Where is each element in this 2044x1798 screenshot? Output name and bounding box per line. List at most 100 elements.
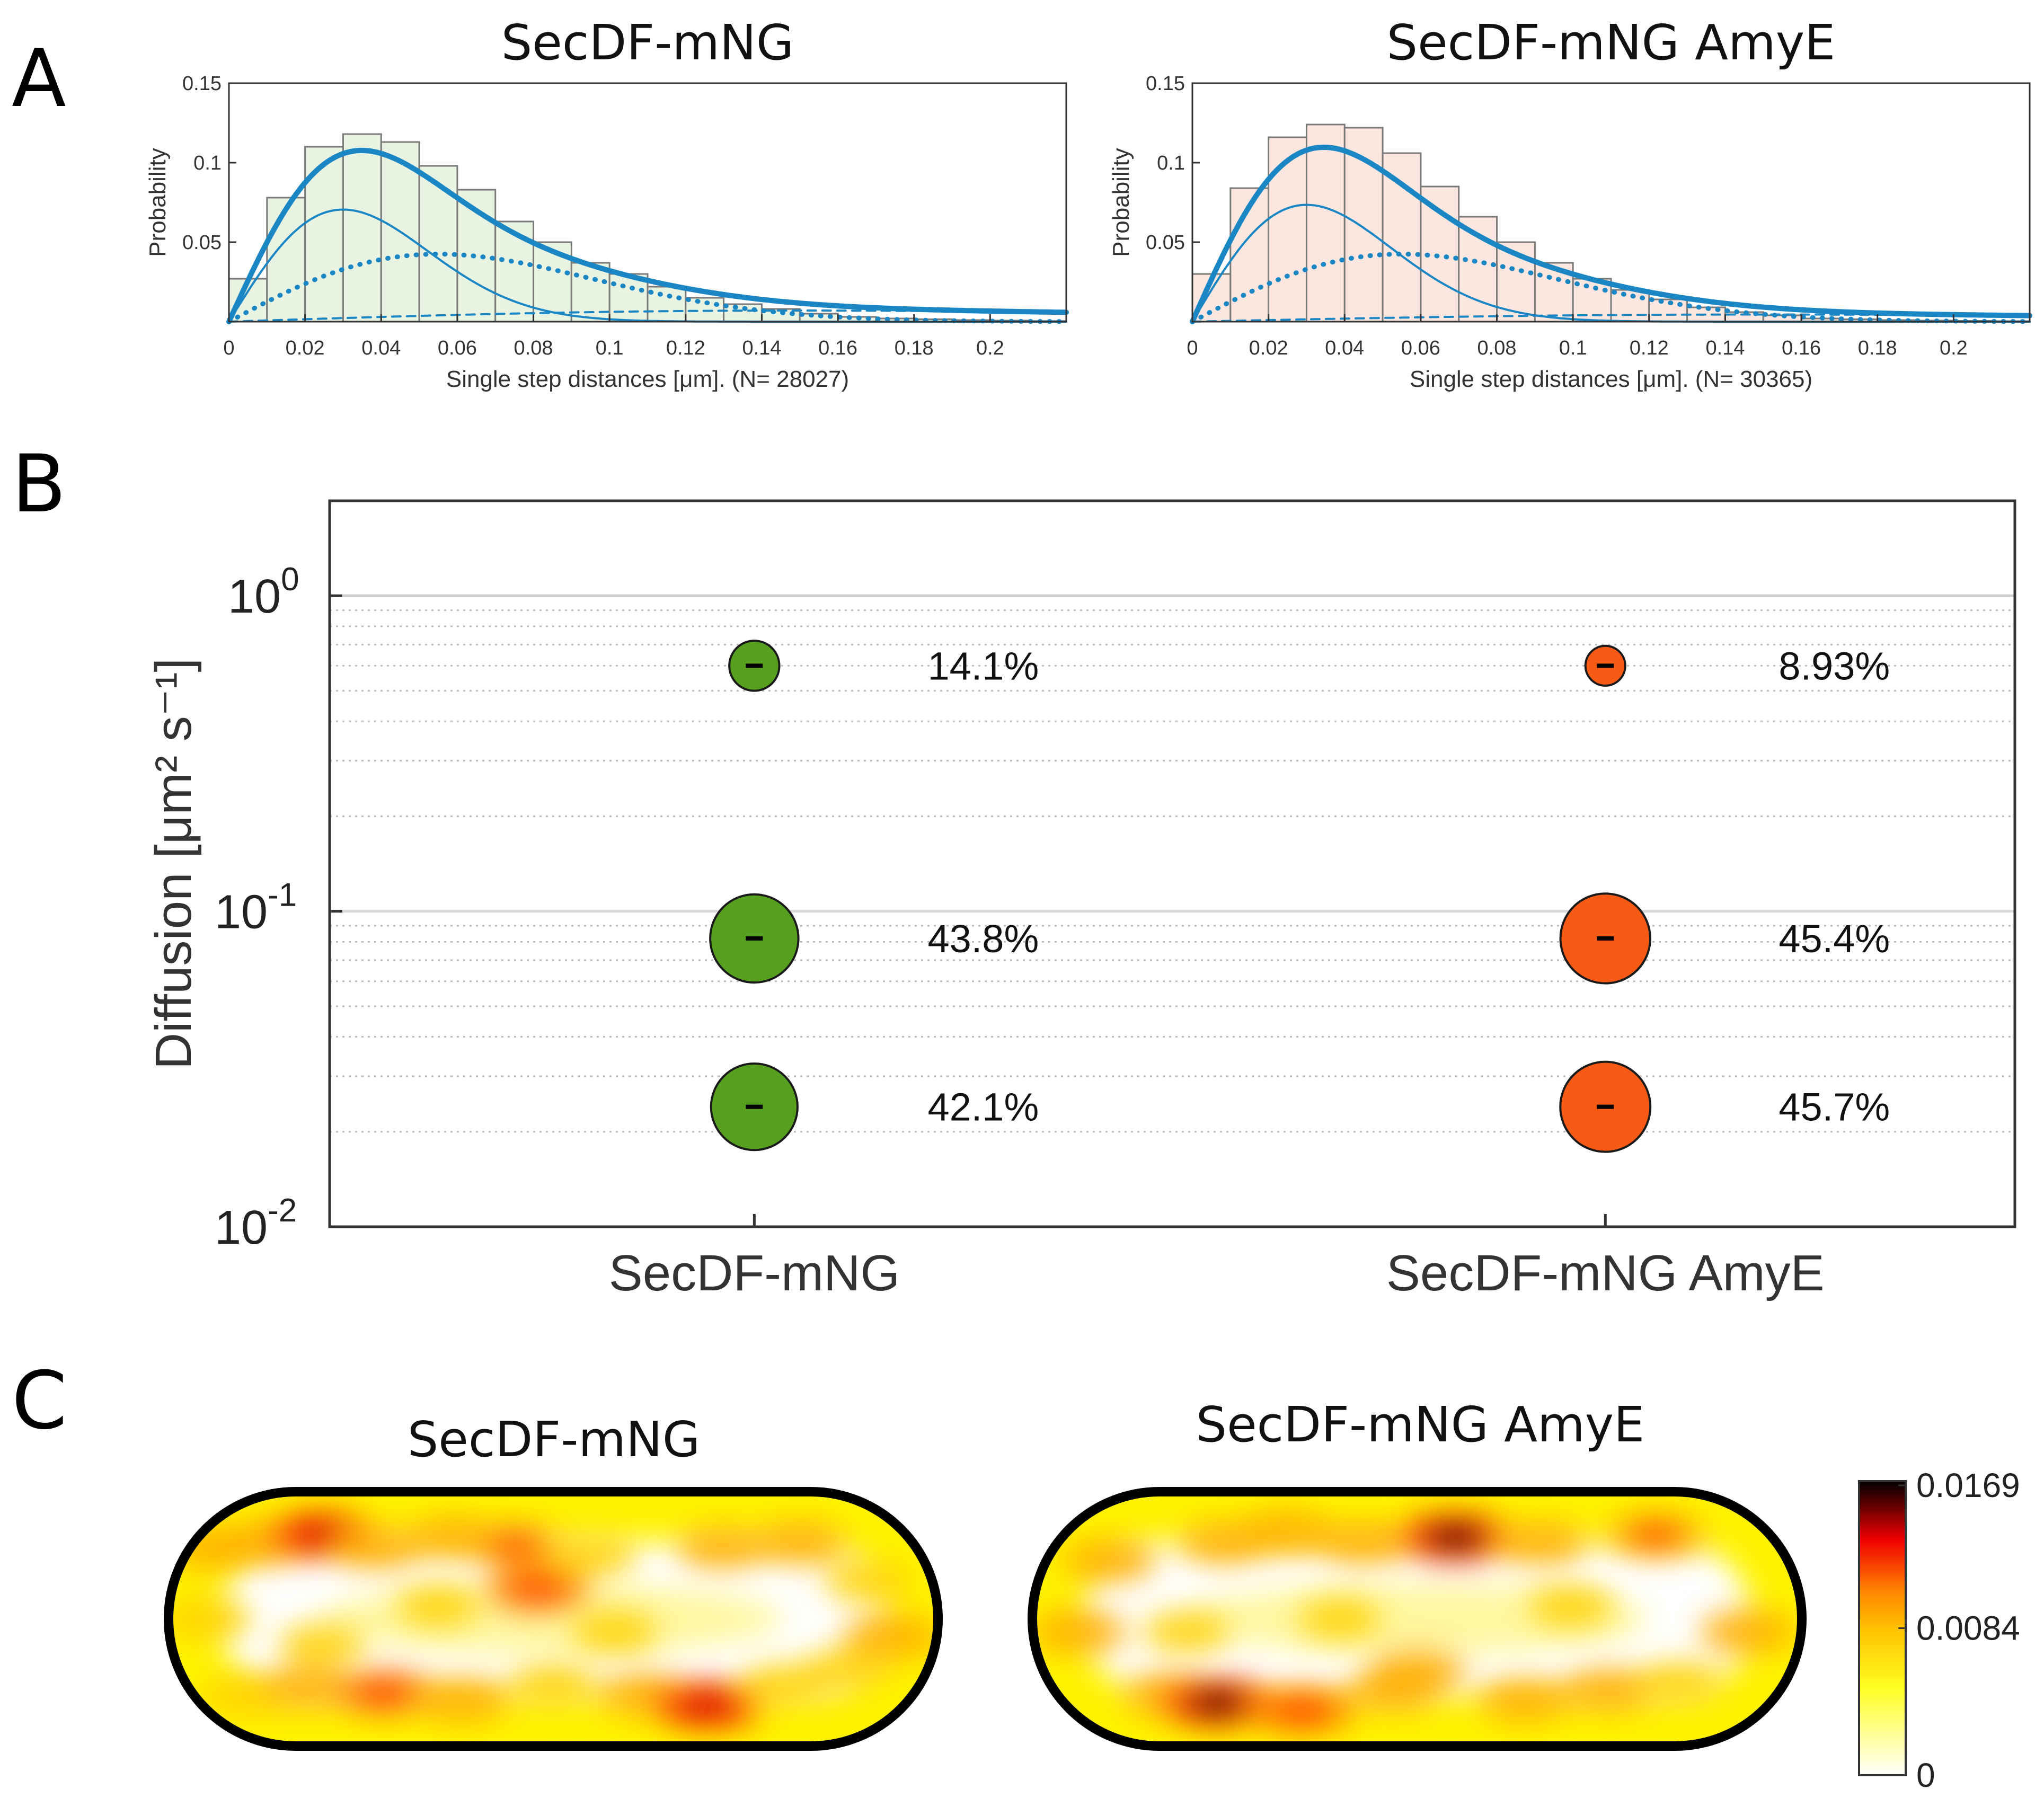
y-tick-label: 100 <box>228 561 299 623</box>
heatmap-hotspot-halo <box>1063 1539 1156 1582</box>
x-tick-label: 0.12 <box>1630 337 1669 359</box>
panel-letter-c: C <box>12 1355 67 1447</box>
cell-outline <box>1028 1487 1807 1751</box>
heatmap-hotspot-core <box>487 1534 543 1557</box>
x-tick-label: 0.06 <box>1401 337 1440 359</box>
x-tick-label: 0.02 <box>286 337 325 359</box>
fraction-label: 42.1% <box>927 1085 1039 1129</box>
x-tick-label: 0.04 <box>361 337 401 359</box>
y-tick-exponent: -1 <box>268 877 297 914</box>
colorbar-label: 0 <box>1916 1756 1935 1794</box>
y-tick-label: 0.15 <box>182 73 222 95</box>
heatmap-hotspot-halo <box>412 1678 510 1723</box>
heatmap-hotspot-halo <box>1493 1521 1587 1564</box>
fraction-label: 43.8% <box>927 917 1039 961</box>
panel-letter-a: A <box>12 33 66 125</box>
axes-frame <box>1191 82 2031 323</box>
heatmap-hotspots <box>1032 1510 1796 1734</box>
heatmap-hotspot-halo <box>279 1624 366 1665</box>
x-tick-label: 0.08 <box>514 337 553 359</box>
fit-curve-medium-component <box>1190 252 2032 324</box>
axes-frame <box>328 499 2016 1228</box>
heatmap-hotspot-halo <box>824 1560 914 1601</box>
heatmap-hotspot-halo <box>677 1527 768 1569</box>
y-tick-label: 10-2 <box>215 1192 297 1254</box>
plot-area <box>330 501 2015 1227</box>
fit-curve-fast-component <box>1191 313 2031 323</box>
x-category-label: SecDF-mNG AmyE <box>1386 1245 1825 1301</box>
x-tick-label: 0.14 <box>1705 337 1745 359</box>
x-tick-label: 0 <box>1187 337 1198 359</box>
heatmap-cell-0 <box>169 1492 938 1746</box>
x-tick-label: 0.12 <box>666 337 705 359</box>
heatmap-title: SecDF-mNG AmyE <box>1196 1396 1645 1453</box>
x-tick-label: 0.2 <box>1940 337 1968 359</box>
histogram-bar <box>304 146 344 323</box>
y-tick-label: 0.1 <box>193 152 222 174</box>
x-tick-label: 0.16 <box>818 337 857 359</box>
x-tick-label: 0.06 <box>438 337 477 359</box>
y-tick-base: 10 <box>215 1201 268 1254</box>
heatmap-hotspot-core <box>356 1681 412 1705</box>
x-tick-label: 0.16 <box>1782 337 1821 359</box>
heatmap-hotspot-halo <box>1368 1650 1466 1695</box>
histogram-bar <box>723 303 763 323</box>
colorbar-label: 0.0084 <box>1916 1609 2020 1648</box>
fraction-label: 45.7% <box>1778 1085 1890 1129</box>
heatmap-hotspot-core <box>677 1693 738 1718</box>
histogram-bar <box>608 273 649 323</box>
chart-title: SecDF-mNG AmyE <box>1387 14 1836 71</box>
histogram-bar <box>418 165 458 323</box>
x-tick-label: 0.1 <box>1559 337 1587 359</box>
heatmap-hotspot-halo <box>169 1598 252 1640</box>
y-tick-label: 0.1 <box>1157 152 1185 174</box>
heatmap-hotspot-halo <box>753 1521 846 1564</box>
heatmap-hotspot-halo <box>1700 1610 1796 1653</box>
heatmap-hotspot-core <box>1272 1698 1331 1723</box>
heatmap-hotspot-halo <box>509 1664 598 1706</box>
x-tick-label: 0 <box>223 337 234 359</box>
y-axis-label: Probability <box>1108 148 1134 256</box>
y-tick-exponent: -2 <box>268 1192 297 1229</box>
histogram-bar <box>1382 152 1422 323</box>
y-axis-label: Diffusion [μm² s⁻¹] <box>145 658 202 1069</box>
heatmap-hotspot-halo <box>330 1526 423 1569</box>
histogram-bar <box>342 133 382 323</box>
x-tick-label: 0.18 <box>1858 337 1897 359</box>
y-tick-base: 10 <box>228 570 281 623</box>
heatmap-hotspot-halo <box>843 1614 938 1659</box>
histogram-bar <box>1268 136 1307 323</box>
fit-curve-total <box>226 147 1069 324</box>
heatmap-title: SecDF-mNG <box>408 1411 700 1468</box>
histogram-bar <box>1610 289 1650 323</box>
fit-curve-medium-component <box>226 252 1069 324</box>
cell-outline <box>164 1487 943 1751</box>
fit-curve-fast-component <box>228 309 1067 323</box>
heatmap-hotspot-halo <box>1478 1679 1572 1722</box>
x-tick-label: 0.08 <box>1477 337 1517 359</box>
heatmap-hotspot-halo <box>801 1649 890 1690</box>
x-axis-label: Single step distances [μm]. (N= 30365) <box>1410 366 1812 392</box>
heatmap-hotspot-halo <box>260 1666 354 1709</box>
x-category-label: SecDF-mNG <box>609 1245 900 1301</box>
heatmap-hotspot-halo <box>1143 1611 1230 1652</box>
x-tick-label: 0.02 <box>1249 337 1288 359</box>
colorbar <box>1858 1480 1907 1776</box>
y-tick-exponent: 0 <box>281 561 299 598</box>
y-axis-label: Probability <box>145 148 171 256</box>
x-tick-label: 0.14 <box>742 337 781 359</box>
heatmap-hotspot-core <box>1423 1525 1488 1551</box>
heatmap-hotspot-core <box>509 1576 567 1600</box>
heatmap-hotspot-halo <box>1298 1599 1382 1638</box>
fit-curve-total <box>1190 144 2032 324</box>
x-tick-label: 0.2 <box>976 337 1004 359</box>
x-tick-label: 0.04 <box>1325 337 1364 359</box>
heatmap-cell-1 <box>1032 1492 1802 1746</box>
heatmap-hotspot-core <box>1185 1690 1249 1716</box>
y-tick-label: 0.05 <box>182 232 222 254</box>
heatmap-hotspot-halo <box>1032 1610 1127 1653</box>
heatmap-hotspots <box>169 1511 938 1730</box>
histogram-secdf-mng: 0 0.02 0.04 0.06 0.08 0.1 0.12 0.14 0.16 0.18 0.2 0… <box>145 14 1069 392</box>
heatmap-hotspot-halo <box>396 1587 480 1626</box>
